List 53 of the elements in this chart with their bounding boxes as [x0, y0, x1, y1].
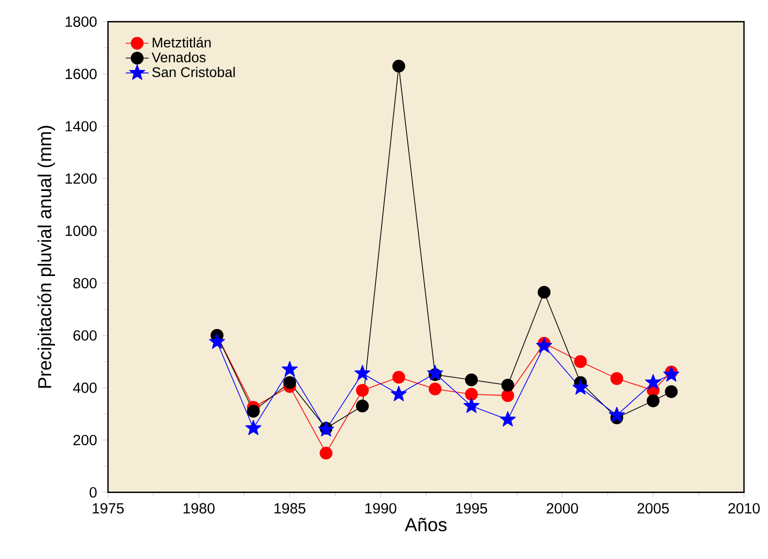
- point: [608, 406, 625, 422]
- point: [610, 372, 624, 385]
- y-tick-label: 1800: [66, 16, 97, 27]
- x-axis-title: Años: [404, 518, 447, 532]
- legend-label: Venados: [152, 52, 206, 62]
- x-tick-label: 2005: [638, 503, 669, 514]
- point: [536, 337, 552, 353]
- y-tick-label: 200: [73, 434, 97, 446]
- point: [392, 370, 406, 384]
- point: [283, 376, 296, 389]
- point: [501, 389, 514, 402]
- y-tick-label: 1200: [66, 173, 97, 184]
- legend-label: Metztitlán: [152, 37, 211, 48]
- point: [572, 379, 588, 395]
- point: [282, 361, 298, 376]
- point: [356, 384, 369, 397]
- point: [465, 388, 478, 401]
- legend-label: San Cristobal: [152, 66, 235, 78]
- point: [428, 382, 442, 396]
- x-tick-label: 1985: [274, 503, 306, 514]
- x-tick-label: 2000: [546, 503, 578, 514]
- x-tick-label: 2010: [728, 503, 760, 514]
- point: [664, 385, 678, 398]
- y-tick-label: 1600: [66, 68, 97, 80]
- y-tick-label: 800: [73, 278, 97, 288]
- point: [663, 366, 680, 382]
- point: [356, 400, 369, 412]
- point: [354, 364, 370, 380]
- point: [246, 404, 260, 418]
- point: [538, 286, 551, 299]
- point: [209, 334, 226, 349]
- point: [427, 364, 444, 380]
- point: [574, 355, 587, 368]
- y-tick-label: 1400: [66, 121, 97, 132]
- point: [501, 378, 514, 392]
- y-axis-title: Precipitación pluvial anual (mm): [37, 126, 56, 388]
- point: [463, 398, 480, 413]
- x-tick-label: 1990: [365, 503, 396, 514]
- y-tick-label: 400: [73, 382, 97, 393]
- point: [390, 386, 407, 402]
- point: [465, 373, 478, 386]
- point: [500, 411, 516, 426]
- y-tick-label: 1000: [66, 226, 97, 236]
- point: [320, 446, 332, 460]
- point: [245, 420, 262, 436]
- x-tick-label: 1980: [184, 503, 215, 514]
- x-tick-label: 1995: [456, 503, 488, 514]
- x-tick-label: 1975: [92, 503, 124, 514]
- y-tick-label: 0: [90, 487, 97, 498]
- point: [392, 60, 406, 73]
- y-tick-label: 600: [73, 330, 97, 341]
- point: [646, 394, 660, 408]
- point: [645, 374, 662, 390]
